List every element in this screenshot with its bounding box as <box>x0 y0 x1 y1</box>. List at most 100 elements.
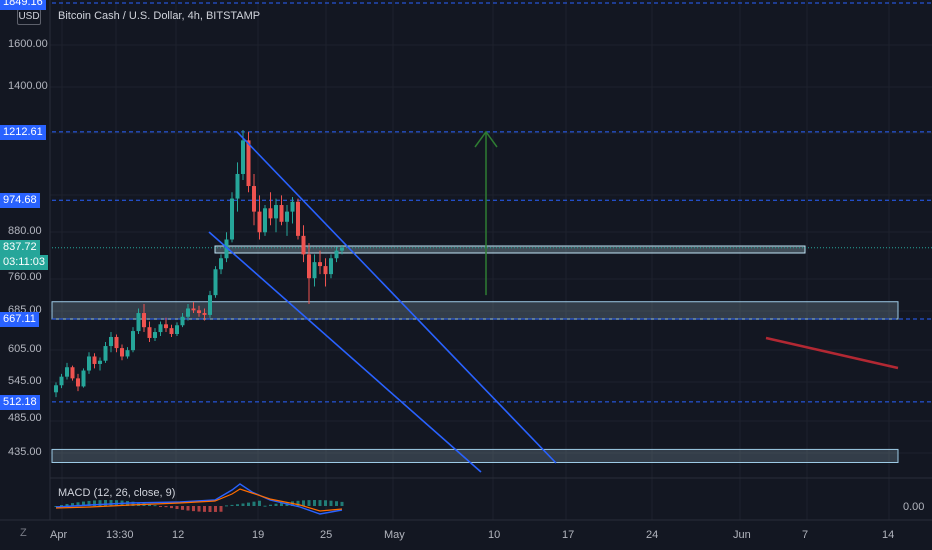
candle-46 <box>307 243 311 304</box>
candle-body <box>246 140 251 187</box>
candle-44 <box>296 198 300 240</box>
candle-body <box>252 186 256 212</box>
candle-body <box>312 262 317 279</box>
candle-25 <box>191 302 196 314</box>
macd-hist-22 <box>175 506 179 510</box>
price-label-1: 1400.00 <box>8 79 48 92</box>
time-label-10: 7 <box>802 529 809 541</box>
candle-24 <box>186 303 190 321</box>
candle-body <box>54 385 58 393</box>
candle-body <box>153 332 157 338</box>
support-zones <box>51 245 899 464</box>
price-label-0: 1600.00 <box>8 38 48 50</box>
macd-zero-label: 0.00 <box>903 501 925 513</box>
candle-body <box>120 348 124 357</box>
price-label-5: 605.00 <box>8 342 42 355</box>
macd-hist-45 <box>302 500 305 506</box>
channel-upper-line <box>236 131 557 464</box>
candle-16 <box>142 303 146 333</box>
candle-body <box>103 346 108 361</box>
time-label-2: 12 <box>172 529 185 541</box>
candle-body <box>230 198 234 240</box>
support-zone-0 <box>51 301 899 320</box>
candle-42 <box>285 205 289 236</box>
candle-40 <box>274 198 278 233</box>
macd-hist-18 <box>153 505 157 507</box>
macd-hist-23 <box>181 506 184 510</box>
candle-body <box>208 295 212 315</box>
time-label-1: 13:30 <box>106 529 134 541</box>
candle-body <box>241 140 245 174</box>
macd-hist-34 <box>241 503 245 506</box>
candle-body <box>76 378 80 387</box>
macd-hist-21 <box>170 506 173 509</box>
candle-body <box>142 313 146 328</box>
macd-hist-32 <box>230 504 234 506</box>
candle-9 <box>103 341 108 363</box>
macd-hist-7 <box>93 500 96 506</box>
macd-pane <box>54 483 344 515</box>
candle-body <box>340 247 344 251</box>
candle-body <box>131 331 135 351</box>
resistance-band <box>214 245 806 254</box>
price-tag-1: 974.68 <box>0 193 40 209</box>
candle-4 <box>76 373 80 392</box>
candle-12 <box>120 344 124 361</box>
candlesticks <box>54 129 344 398</box>
macd-hist-5 <box>82 501 85 506</box>
macd-hist-50 <box>329 500 333 506</box>
symbol-title: Bitcoin Cash / U.S. Dollar, 4h, BITSTAMP <box>58 10 261 22</box>
macd-hist-3 <box>71 503 74 506</box>
candle-body <box>323 266 328 275</box>
candle-body <box>219 258 223 270</box>
macd-hist-41 <box>280 502 283 506</box>
candle-body <box>329 258 333 275</box>
candle-50 <box>329 254 333 279</box>
candle-body <box>263 208 267 233</box>
macd-hist-47 <box>313 500 316 506</box>
macd-signal-line <box>55 488 343 512</box>
macd-hist-20 <box>164 506 168 508</box>
candle-51 <box>334 246 339 263</box>
macd-hist-49 <box>324 500 327 506</box>
candle-48 <box>318 250 322 275</box>
candle-6 <box>87 352 91 374</box>
red-trend-line <box>765 336 899 370</box>
candle-body <box>213 269 218 296</box>
candle-19 <box>158 321 163 336</box>
price-tag-3: 512.18 <box>0 394 40 410</box>
macd-hist-35 <box>247 502 250 506</box>
candle-body <box>180 316 185 326</box>
bar-countdown-tag: 03:11:03 <box>0 254 49 270</box>
candle-22 <box>175 322 179 336</box>
candle-32 <box>230 192 234 243</box>
time-label-3: 19 <box>252 529 265 541</box>
candle-body <box>235 173 240 199</box>
candle-26 <box>197 305 201 317</box>
macd-hist-19 <box>159 506 162 507</box>
candle-body <box>169 328 174 335</box>
macd-hist-28 <box>208 506 212 512</box>
currency-button[interactable]: USD <box>17 9 41 25</box>
candle-27 <box>202 308 207 321</box>
price-label-6: 545.00 <box>8 375 42 388</box>
candle-13 <box>125 347 130 359</box>
horizontal-levels <box>52 2 932 403</box>
candle-49 <box>323 258 328 287</box>
candle-body <box>136 313 141 332</box>
macd-hist-4 <box>76 502 80 506</box>
candle-23 <box>180 313 185 328</box>
time-label-11: 14 <box>882 529 895 541</box>
macd-hist-36 <box>252 501 256 506</box>
macd-hist-38 <box>263 505 267 507</box>
macd-hist-24 <box>186 506 190 511</box>
candle-35 <box>246 132 251 193</box>
macd-hist-46 <box>307 500 311 506</box>
candle-body <box>290 201 295 212</box>
timezone-button[interactable]: Z <box>20 527 27 539</box>
price-label-2: 880.00 <box>8 225 42 238</box>
candle-3 <box>70 365 75 381</box>
candle-body <box>186 308 190 317</box>
